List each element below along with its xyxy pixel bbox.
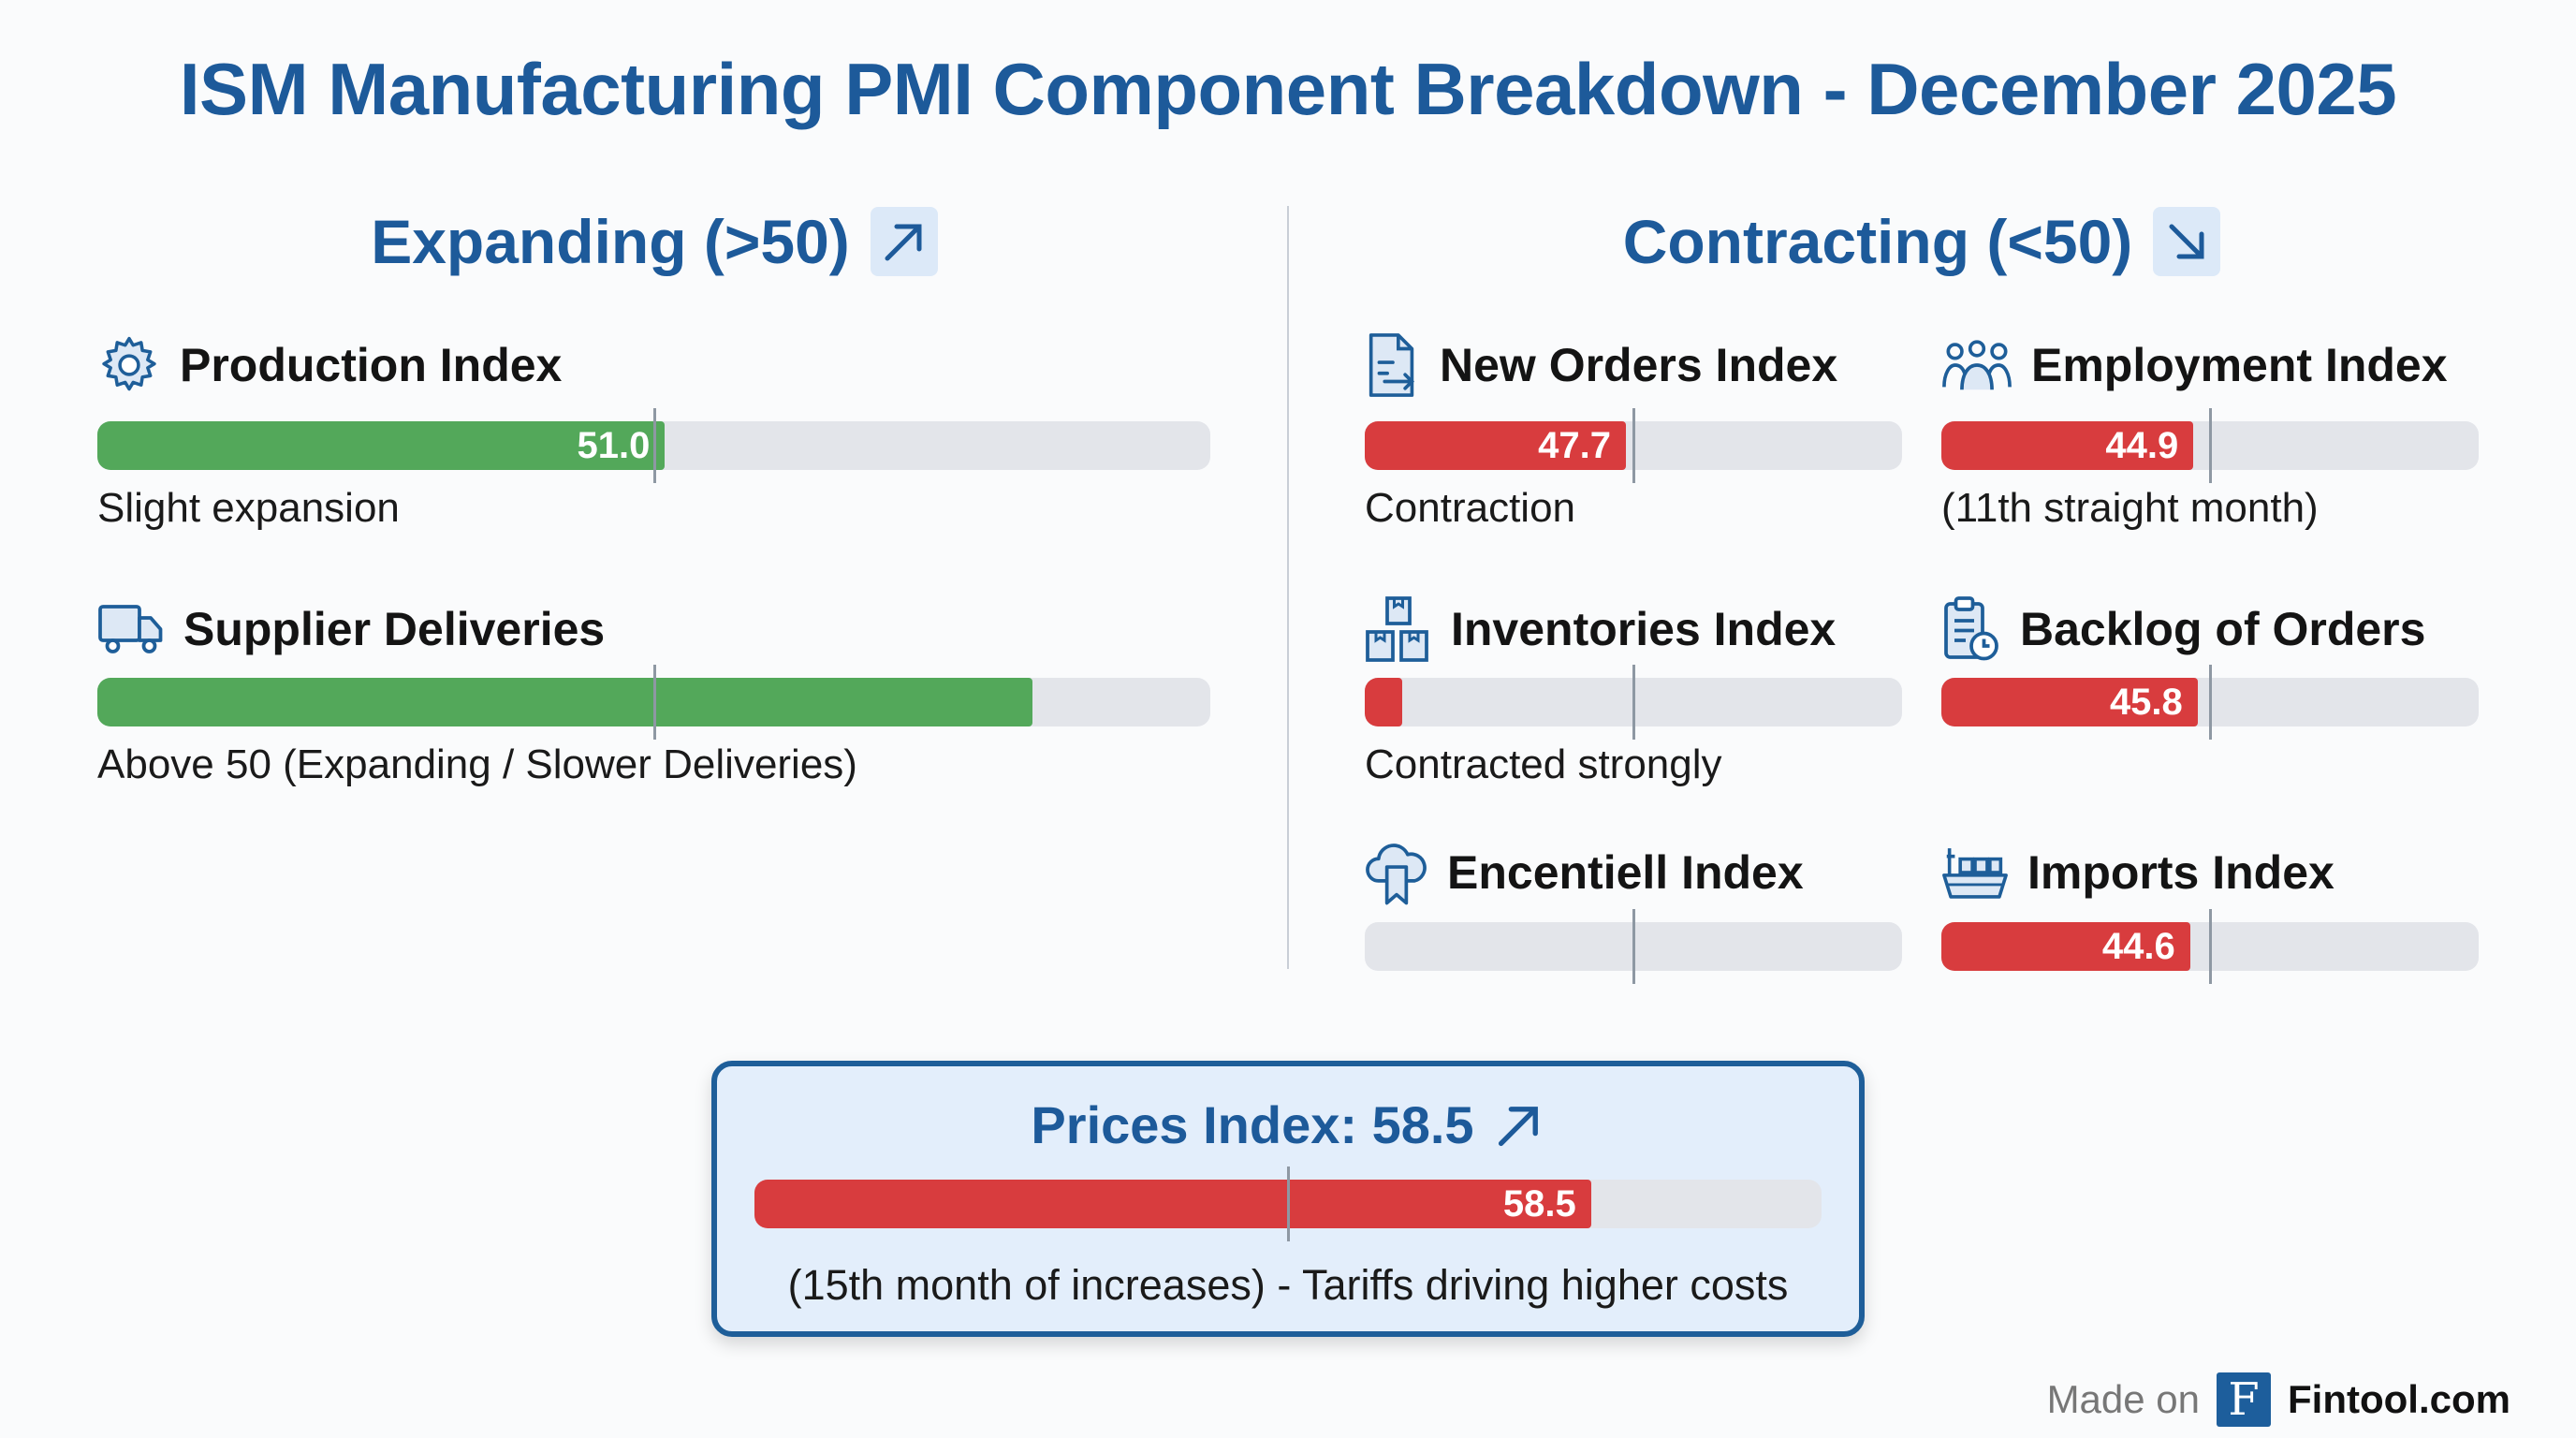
arrow-up-right-icon <box>870 207 938 276</box>
prices-index-card: Prices Index: 58.5 58.5 (15th month of i… <box>711 1061 1865 1337</box>
backlog-of-orders-name: Backlog of Orders <box>2020 603 2426 655</box>
backlog-of-orders-bar-track: 45.8 <box>1941 665 2479 740</box>
prices-index-heading-text: Prices Index: 58.5 <box>1031 1095 1474 1154</box>
arrow-up-right-icon <box>1498 1106 1538 1146</box>
inventories-index-note: Contracted strongly <box>1365 741 1722 787</box>
cloud-bookmark-icon <box>1365 839 1428 906</box>
encentiell-index-bar-track <box>1365 909 1902 984</box>
arrow-down-right-icon <box>2153 207 2221 276</box>
threshold-marker <box>652 408 656 483</box>
prices-bar-fill: 58.5 <box>754 1180 1591 1228</box>
backlog-of-orders-bar-fill: 45.8 <box>1941 678 2198 726</box>
supplier-deliveries-label: Supplier Deliveries <box>97 592 605 667</box>
truck-icon <box>97 601 165 657</box>
brand-link[interactable]: Fintool.com <box>2288 1377 2510 1421</box>
production-index-name: Production Index <box>180 339 563 391</box>
contracting-heading: Contracting (<50) <box>1365 201 2479 282</box>
employment-index-note: (11th straight month) <box>1941 485 2319 531</box>
threshold-marker <box>2209 408 2212 483</box>
employment-index-label: Employment Index <box>1941 328 2448 403</box>
production-index-label: Production Index <box>97 328 562 403</box>
new-orders-index-bar-value: 47.7 <box>1538 424 1611 466</box>
new-orders-index-bar-fill: 47.7 <box>1365 421 1626 470</box>
expanding-heading-text: Expanding (>50) <box>371 207 850 276</box>
made-on-text: Made on <box>2046 1377 2201 1421</box>
inventories-index-name: Inventories Index <box>1451 603 1837 655</box>
new-orders-index-label: New Orders Index <box>1365 328 1837 403</box>
production-index-bar-fill: 51.0 <box>97 421 666 470</box>
imports-index-bar-fill: 44.6 <box>1941 922 2190 971</box>
threshold-marker <box>2209 909 2212 984</box>
new-orders-index-bar-track: 47.7 <box>1365 408 1902 483</box>
employment-index-bar-track: 44.9 <box>1941 408 2479 483</box>
new-orders-index-name: New Orders Index <box>1440 339 1838 391</box>
threshold-marker <box>1287 1167 1290 1241</box>
production-index-note: Slight expansion <box>97 485 400 531</box>
contracting-heading-text: Contracting (<50) <box>1622 207 2133 276</box>
threshold-marker <box>2209 665 2212 740</box>
imports-index-bar-track: 44.6 <box>1941 909 2479 984</box>
threshold-marker <box>1632 408 1635 483</box>
employment-index-name: Employment Index <box>2031 339 2448 391</box>
production-index-bar-value: 51.0 <box>577 424 651 466</box>
employment-index-bar-fill: 44.9 <box>1941 421 2194 470</box>
imports-index-name: Imports Index <box>2027 846 2334 899</box>
backlog-of-orders-label: Backlog of Orders <box>1941 592 2425 667</box>
clipboard-clock-icon <box>1941 595 2001 663</box>
backlog-of-orders-bar-value: 45.8 <box>2109 681 2183 723</box>
chart-title: ISM Manufacturing PMI Component Breakdow… <box>179 48 2397 130</box>
encentiell-index-label: Encentiell Index <box>1365 835 1804 910</box>
people-icon <box>1941 337 2012 393</box>
document-arrow-icon <box>1365 332 1421 398</box>
fintool-logo: F <box>2217 1372 2272 1427</box>
inventories-index-bar-fill <box>1365 678 1403 726</box>
supplier-deliveries-name: Supplier Deliveries <box>183 603 606 655</box>
footer-attribution: Made on F Fintool.com <box>2047 1372 2510 1427</box>
expanding-heading: Expanding (>50) <box>97 201 1211 282</box>
prices-bar-value: 58.5 <box>1502 1182 1576 1225</box>
supplier-deliveries-note: Above 50 (Expanding / Slower Deliveries) <box>97 741 857 787</box>
gear-icon <box>97 333 161 397</box>
inventories-index-bar-track <box>1365 665 1902 740</box>
production-index-bar-track: 51.0 <box>97 408 1210 483</box>
supplier-deliveries-bar-fill <box>97 678 1032 726</box>
threshold-marker <box>652 665 656 740</box>
boxes-icon <box>1365 595 1432 663</box>
threshold-marker <box>1632 909 1635 984</box>
prices-bar-track: 58.5 <box>754 1167 1822 1241</box>
encentiell-index-name: Encentiell Index <box>1447 846 1804 899</box>
imports-index-bar-value: 44.6 <box>2101 925 2175 967</box>
threshold-marker <box>1632 665 1635 740</box>
imports-index-label: Imports Index <box>1941 835 2334 910</box>
section-divider <box>1287 206 1289 969</box>
prices-index-heading: Prices Index: 58.5 <box>717 1094 1859 1155</box>
prices-index-note: (15th month of increases) - Tariffs driv… <box>787 1261 1789 1309</box>
ship-icon <box>1941 843 2009 902</box>
new-orders-index-note: Contraction <box>1365 485 1576 531</box>
supplier-deliveries-bar-track <box>97 665 1210 740</box>
inventories-index-label: Inventories Index <box>1365 592 1836 667</box>
employment-index-bar-value: 44.9 <box>2105 424 2179 466</box>
